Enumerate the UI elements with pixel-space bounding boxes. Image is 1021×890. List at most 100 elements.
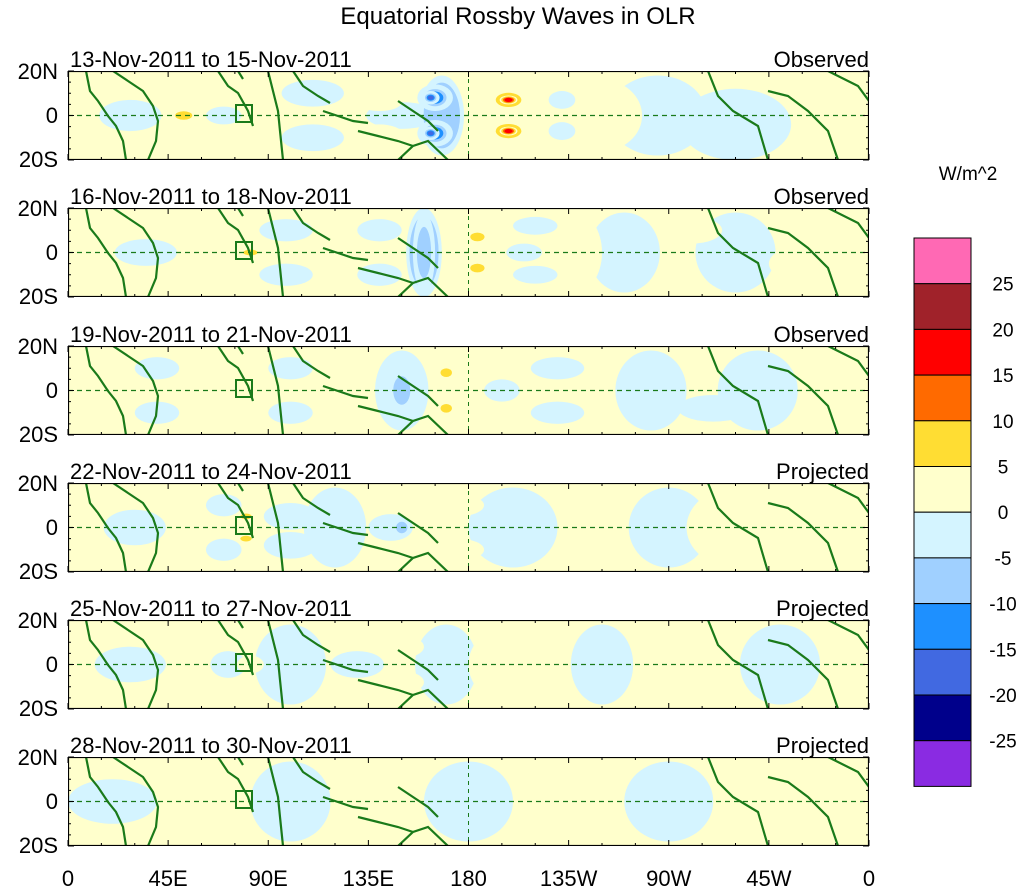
- panel: 28-Nov-2011 to 30-Nov-2011 Projected 20N 0 2…: [18, 733, 870, 858]
- coastline: [322, 658, 369, 674]
- y-tick-label: 20S: [19, 696, 58, 721]
- coastline: [237, 483, 244, 492]
- colorbar-swatch: [913, 648, 972, 696]
- contour-blob: [161, 534, 206, 557]
- colorbar-swatch: [913, 694, 972, 742]
- contour-blob: [161, 126, 198, 145]
- coastline: [827, 71, 869, 102]
- panel-status: Projected: [776, 459, 869, 484]
- x-tick-label: 180: [450, 866, 487, 890]
- x-tick-label: 0: [62, 866, 74, 890]
- panel-plot-area: [68, 71, 869, 160]
- coastline: [767, 89, 840, 160]
- contour-blob: [254, 624, 327, 705]
- y-tick-label: 20S: [19, 559, 58, 584]
- panel-plot-area: [68, 346, 869, 435]
- coastline: [237, 757, 244, 766]
- contour-blob: [379, 671, 424, 694]
- coastline: [397, 139, 449, 160]
- contour-blob: [530, 401, 585, 424]
- y-tick-label: 20S: [19, 833, 58, 858]
- contour-blob: [250, 761, 331, 842]
- coastline: [84, 346, 128, 435]
- coastline: [266, 757, 285, 846]
- coastline: [217, 757, 255, 813]
- contour-blob: [134, 357, 180, 380]
- contour-blob: [94, 646, 166, 683]
- colorbar-label: 25: [992, 275, 1013, 296]
- colorbar-label: -15: [989, 640, 1016, 661]
- panel-date-range: 25-Nov-2011 to 27-Nov-2011: [70, 596, 352, 621]
- contour-blob: [361, 94, 398, 110]
- panel: 22-Nov-2011 to 24-Nov-2011 Projected 20N 0 2…: [18, 459, 870, 584]
- x-tick-label: 135W: [540, 866, 598, 890]
- coastline: [112, 71, 160, 160]
- region-box: [235, 104, 253, 123]
- coastline: [706, 757, 770, 846]
- contour-blob: [205, 538, 242, 561]
- y-tick-label: 20N: [18, 196, 58, 221]
- coastline: [217, 208, 255, 264]
- contour-blob: [68, 779, 157, 824]
- contour-blob: [263, 531, 318, 559]
- colorbar-swatch: [913, 420, 972, 467]
- contour-blob: [768, 245, 836, 282]
- coastline: [112, 757, 160, 846]
- x-tick-label: 90E: [249, 866, 288, 890]
- y-tick-label: 20N: [18, 334, 58, 359]
- contour-blob: [628, 487, 709, 568]
- colorbar-label: -10: [989, 595, 1016, 616]
- coastline: [827, 208, 869, 239]
- panels-group: 13-Nov-2011 to 15-Nov-2011 Observed 20N 0 20…: [18, 47, 870, 858]
- contour-blob: [560, 218, 590, 234]
- coastline: [84, 757, 128, 846]
- coastline: [397, 100, 439, 132]
- coastline: [397, 414, 449, 435]
- contour-blob: [205, 494, 242, 517]
- contour-blob: [231, 520, 261, 535]
- coastline: [292, 757, 331, 790]
- y-tick-label: 0: [46, 789, 58, 814]
- colorbar-swatch: [913, 374, 972, 422]
- coastline: [706, 620, 770, 709]
- x-tick-label: 135E: [343, 866, 394, 890]
- x-tick-label: 90W: [646, 866, 691, 890]
- contour-blob: [361, 126, 398, 141]
- coastline: [266, 71, 285, 160]
- contour-blob: [440, 404, 452, 413]
- coastline: [767, 775, 840, 846]
- coastline: [397, 375, 439, 407]
- colorbar-label: -20: [989, 686, 1016, 707]
- y-tick-label: 20S: [19, 422, 58, 447]
- coastline: [706, 483, 770, 572]
- panel-status: Projected: [776, 596, 869, 621]
- coastline: [706, 71, 770, 160]
- coastline: [706, 208, 770, 297]
- coastline: [397, 276, 449, 297]
- panel: 16-Nov-2011 to 18-Nov-2011 Observed 20N 0 20…: [18, 184, 870, 309]
- region-box: [235, 516, 253, 535]
- panel-status: Observed: [774, 184, 869, 209]
- contour-blob: [179, 225, 215, 244]
- coastline: [827, 346, 869, 377]
- contour-blob: [513, 216, 558, 235]
- contour-blob: [430, 494, 485, 517]
- panel-status: Observed: [774, 47, 869, 72]
- region-box: [235, 653, 253, 672]
- coastline: [112, 620, 160, 709]
- colorbar-swatch: [913, 557, 972, 605]
- panel: 19-Nov-2011 to 21-Nov-2011 Observed 20N 0 20…: [18, 322, 870, 447]
- contour-blob: [513, 265, 558, 284]
- colorbar-swatch: [913, 511, 972, 559]
- y-tick-label: 0: [46, 652, 58, 677]
- contour-blob: [343, 761, 416, 842]
- contour-blob: [379, 635, 424, 658]
- coastline: [397, 512, 439, 544]
- coastline: [322, 384, 369, 400]
- coastline: [397, 551, 449, 572]
- contour-blob: [161, 498, 206, 521]
- coastline: [397, 688, 449, 709]
- contour-blob: [240, 535, 252, 542]
- contour-blob: [357, 263, 402, 286]
